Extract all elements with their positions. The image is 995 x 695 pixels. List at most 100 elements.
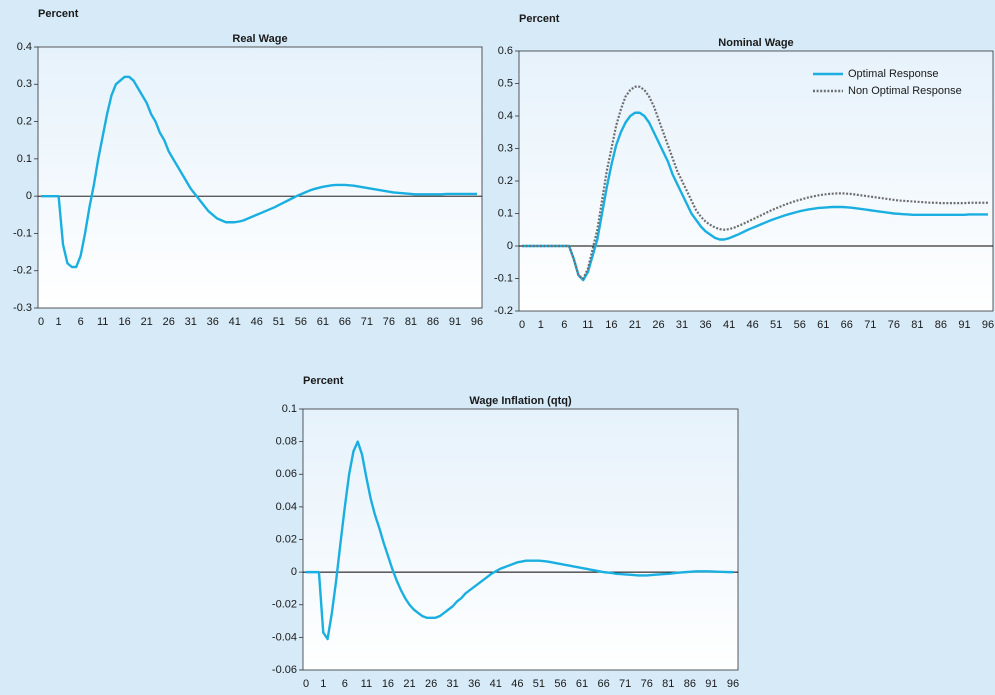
- x-tick-label: 41: [490, 678, 502, 690]
- x-tick-label: 46: [251, 316, 263, 328]
- y-tick-label: 0.4: [17, 41, 32, 53]
- y-tick-label: 0.02: [276, 533, 297, 545]
- x-tick-label: 1: [320, 678, 326, 690]
- y-axis-label: Percent: [303, 375, 344, 387]
- x-tick-label: 36: [699, 319, 711, 331]
- x-tick-label: 26: [652, 319, 664, 331]
- y-tick-label: 0.4: [498, 110, 513, 122]
- x-tick-label: 6: [561, 319, 567, 331]
- x-tick-label: 66: [841, 319, 853, 331]
- y-tick-label: -0.06: [272, 664, 297, 676]
- y-tick-label: -0.04: [272, 631, 297, 643]
- chart-title: Real Wage: [232, 33, 287, 45]
- x-tick-label: 41: [723, 319, 735, 331]
- legend-label: Non Optimal Response: [848, 85, 962, 97]
- y-tick-label: -0.1: [494, 272, 513, 284]
- x-tick-label: 76: [888, 319, 900, 331]
- x-tick-label: 51: [533, 678, 545, 690]
- y-tick-label: 0.1: [498, 207, 513, 219]
- x-tick-label: 76: [641, 678, 653, 690]
- y-tick-label: 0.3: [17, 78, 32, 90]
- x-tick-label: 91: [705, 678, 717, 690]
- x-tick-label: 86: [684, 678, 696, 690]
- x-tick-label: 36: [468, 678, 480, 690]
- y-tick-label: 0.04: [276, 501, 297, 513]
- y-tick-label: 0: [26, 190, 32, 202]
- y-tick-label: -0.2: [494, 305, 513, 317]
- x-tick-label: 16: [605, 319, 617, 331]
- x-tick-label: 71: [361, 316, 373, 328]
- x-tick-label: 51: [273, 316, 285, 328]
- x-tick-label: 86: [935, 319, 947, 331]
- x-tick-label: 76: [383, 316, 395, 328]
- x-tick-label: 21: [403, 678, 415, 690]
- y-tick-label: 0.06: [276, 468, 297, 480]
- x-tick-label: 1: [56, 316, 62, 328]
- y-tick-label: 0: [507, 240, 513, 252]
- x-tick-label: 26: [425, 678, 437, 690]
- x-tick-label: 0: [519, 319, 525, 331]
- y-tick-label: 0: [291, 566, 297, 578]
- x-tick-label: 81: [405, 316, 417, 328]
- x-tick-label: 96: [982, 319, 994, 331]
- plot-area: [37, 46, 483, 309]
- x-tick-label: 41: [229, 316, 241, 328]
- x-tick-label: 56: [295, 316, 307, 328]
- y-tick-label: 0.08: [276, 436, 297, 448]
- y-tick-label: -0.3: [13, 302, 32, 314]
- x-tick-label: 81: [911, 319, 923, 331]
- x-tick-label: 71: [619, 678, 631, 690]
- y-axis-label: Percent: [38, 8, 79, 20]
- x-tick-label: 0: [38, 316, 44, 328]
- y-tick-label: 0.3: [498, 142, 513, 154]
- x-tick-label: 71: [864, 319, 876, 331]
- x-tick-label: 61: [817, 319, 829, 331]
- y-tick-label: 0.1: [282, 403, 297, 415]
- x-tick-label: 21: [141, 316, 153, 328]
- y-tick-label: 0.2: [17, 115, 32, 127]
- x-tick-label: 66: [339, 316, 351, 328]
- y-tick-label: -0.2: [13, 265, 32, 277]
- y-tick-label: 0.6: [498, 45, 513, 57]
- series-line: [522, 85, 988, 280]
- x-tick-label: 91: [449, 316, 461, 328]
- x-tick-label: 16: [382, 678, 394, 690]
- y-tick-label: 0.5: [498, 77, 513, 89]
- x-tick-label: 86: [427, 316, 439, 328]
- series-line: [522, 111, 988, 282]
- x-tick-label: 36: [207, 316, 219, 328]
- x-tick-label: 81: [662, 678, 674, 690]
- x-tick-label: 46: [747, 319, 759, 331]
- x-tick-label: 6: [78, 316, 84, 328]
- x-tick-label: 96: [471, 316, 483, 328]
- y-tick-label: 0.2: [498, 175, 513, 187]
- x-tick-label: 31: [185, 316, 197, 328]
- x-tick-label: 11: [97, 316, 108, 328]
- x-tick-label: 0: [303, 678, 309, 690]
- x-tick-label: 56: [554, 678, 566, 690]
- x-tick-label: 31: [447, 678, 459, 690]
- x-tick-label: 56: [794, 319, 806, 331]
- y-tick-label: -0.02: [272, 599, 297, 611]
- x-tick-label: 51: [770, 319, 782, 331]
- x-tick-label: 66: [597, 678, 609, 690]
- x-tick-label: 1: [538, 319, 544, 331]
- chart-title: Wage Inflation (qtq): [469, 395, 572, 407]
- x-tick-label: 46: [511, 678, 523, 690]
- series-line: [41, 75, 477, 269]
- x-tick-label: 61: [576, 678, 588, 690]
- y-axis-label: Percent: [519, 13, 560, 25]
- chart-title: Nominal Wage: [718, 37, 793, 49]
- x-tick-label: 6: [342, 678, 348, 690]
- plot-area: [302, 408, 739, 671]
- x-tick-label: 16: [119, 316, 131, 328]
- x-tick-label: 61: [317, 316, 329, 328]
- x-tick-label: 11: [582, 319, 593, 331]
- x-tick-label: 11: [361, 678, 372, 690]
- series-line: [306, 440, 733, 641]
- x-tick-label: 31: [676, 319, 688, 331]
- x-tick-label: 91: [958, 319, 970, 331]
- x-tick-label: 26: [163, 316, 175, 328]
